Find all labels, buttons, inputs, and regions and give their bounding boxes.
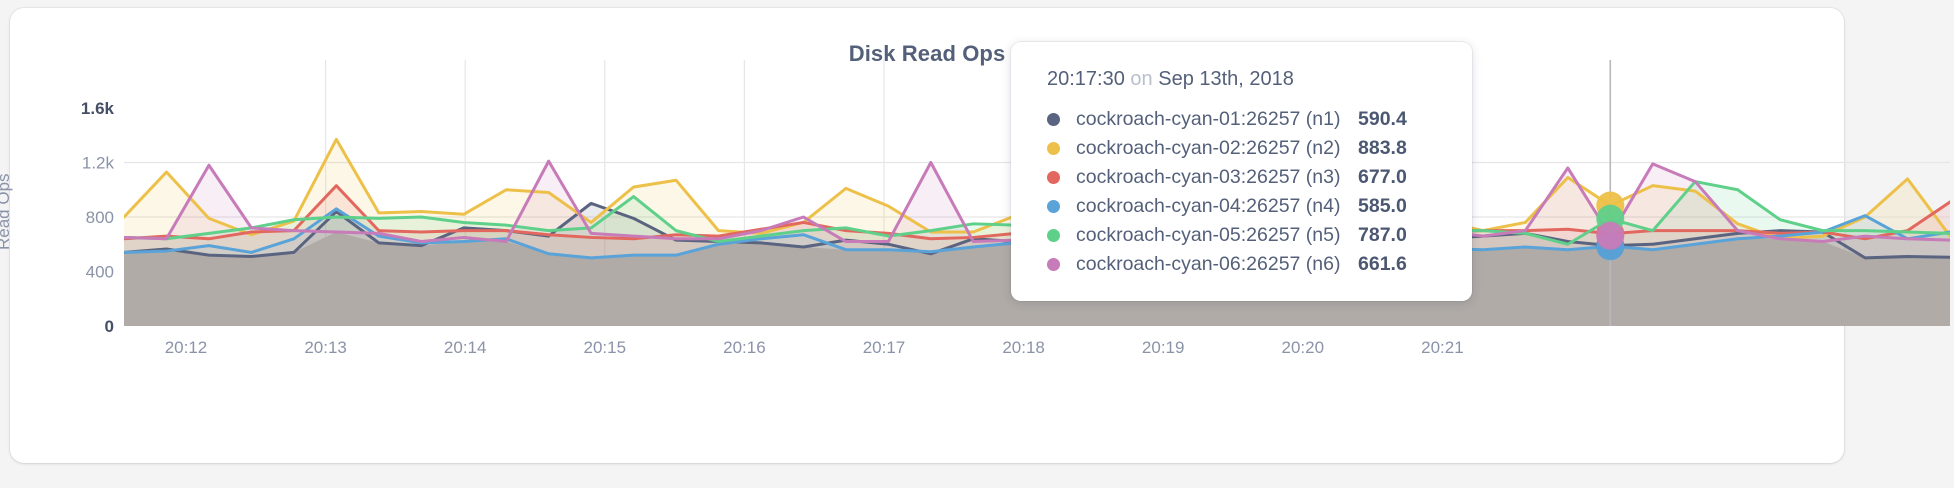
- chart-tooltip: 20:17:30 on Sep 13th, 2018 cockroach-cya…: [1011, 42, 1472, 301]
- tooltip-series-value: 585.0: [1358, 195, 1407, 217]
- y-axis-title: Read Ops: [0, 173, 13, 250]
- tooltip-time: 20:17:30: [1047, 68, 1125, 90]
- tooltip-series-list: cockroach-cyan-01:26257 (n1) 590.4 cockroa…: [1011, 105, 1472, 279]
- tooltip-series-value: 590.4: [1358, 108, 1407, 130]
- tooltip-series-value: 883.8: [1358, 137, 1407, 159]
- tooltip-row: cockroach-cyan-02:26257 (n2) 883.8: [1011, 134, 1472, 163]
- tooltip-series-label: cockroach-cyan-01:26257 (n1): [1076, 108, 1341, 130]
- chart-card: Disk Read Ops: [10, 8, 1844, 463]
- series-color-dot-icon: [1047, 113, 1060, 126]
- tooltip-separator: on: [1130, 68, 1153, 90]
- tooltip-row: cockroach-cyan-04:26257 (n4) 585.0: [1011, 192, 1472, 221]
- series-color-dot-icon: [1047, 229, 1060, 242]
- series-color-dot-icon: [1047, 142, 1060, 155]
- tooltip-series-value: 677.0: [1358, 166, 1407, 188]
- tooltip-series-value: 787.0: [1358, 224, 1407, 246]
- tooltip-row: cockroach-cyan-03:26257 (n3) 677.0: [1011, 163, 1472, 192]
- tooltip-series-label: cockroach-cyan-02:26257 (n2): [1076, 137, 1341, 159]
- series-color-dot-icon: [1047, 258, 1060, 271]
- series-color-dot-icon: [1047, 171, 1060, 184]
- tooltip-row: cockroach-cyan-06:26257 (n6) 661.6: [1011, 250, 1472, 279]
- tooltip-date: Sep 13th, 2018: [1158, 68, 1294, 90]
- tooltip-series-label: cockroach-cyan-03:26257 (n3): [1076, 166, 1341, 188]
- tooltip-row: cockroach-cyan-05:26257 (n5) 787.0: [1011, 221, 1472, 250]
- page-title: Disk Read Ops: [848, 41, 1006, 66]
- tooltip-timestamp: 20:17:30 on Sep 13th, 2018: [1011, 68, 1472, 105]
- tooltip-series-value: 661.6: [1358, 253, 1407, 275]
- series-color-dot-icon: [1047, 200, 1060, 213]
- tooltip-series-label: cockroach-cyan-04:26257 (n4): [1076, 195, 1341, 217]
- tooltip-series-label: cockroach-cyan-06:26257 (n6): [1076, 253, 1341, 275]
- tooltip-series-label: cockroach-cyan-05:26257 (n5): [1076, 224, 1341, 246]
- tooltip-row: cockroach-cyan-01:26257 (n1) 590.4: [1011, 105, 1472, 134]
